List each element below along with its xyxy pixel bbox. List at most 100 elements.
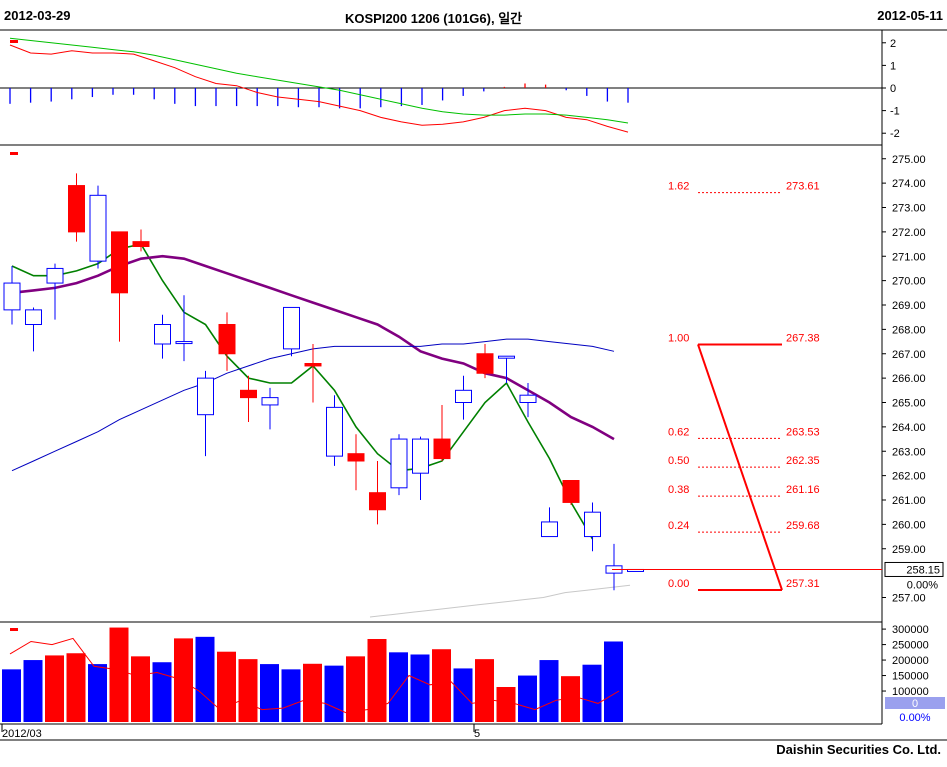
candlestick <box>46 263 64 320</box>
candle-body <box>584 511 601 538</box>
candlestick <box>3 266 21 325</box>
last-price-change: 0.00% <box>907 579 938 591</box>
y-tick-label: 264.00 <box>892 422 926 434</box>
candle-body <box>369 492 386 511</box>
candle-body <box>240 389 257 399</box>
fibonacci-ratio-label: 0.62 <box>668 426 689 438</box>
y-tick-label: 250000 <box>892 640 929 652</box>
end-date: 2012-05-11 <box>877 8 943 23</box>
volume-bar <box>195 636 215 722</box>
y-tick-label: 263.00 <box>892 446 926 458</box>
candlestick <box>562 480 580 505</box>
volume-bar <box>432 649 451 722</box>
candlestick <box>326 395 343 466</box>
candle-body <box>541 521 558 538</box>
candle-body <box>498 355 515 359</box>
volume-last-value: 0 <box>912 698 918 710</box>
volume-last-box <box>885 697 945 709</box>
volume-bar <box>389 652 408 722</box>
x-tick-label: 5 <box>474 728 480 740</box>
candle-body <box>562 480 580 503</box>
candle-body <box>347 453 365 462</box>
y-tick-label: 260.00 <box>892 519 926 531</box>
candlestick <box>476 344 494 379</box>
candlestick <box>584 502 601 552</box>
candle-body <box>433 438 451 460</box>
y-tick-label: -1 <box>890 106 900 118</box>
oscillator-line <box>9 37 629 124</box>
candlestick <box>283 306 300 357</box>
fibonacci-price-label: 261.16 <box>786 484 820 496</box>
chart-title: KOSPI200 1206 (101G6), 일간 <box>345 11 523 26</box>
volume-average-line <box>9 637 620 714</box>
y-tick-label: 270.00 <box>892 276 926 288</box>
moving-average-line <box>369 584 631 618</box>
y-tick-label: 262.00 <box>892 471 926 483</box>
fibonacci-ratio-label: 1.00 <box>668 332 689 344</box>
volume-bar <box>174 638 193 722</box>
fibonacci-ratio-label: 0.38 <box>668 484 689 496</box>
candlestick <box>111 231 128 342</box>
candle-body <box>46 267 64 284</box>
volume-bar <box>582 664 602 722</box>
y-tick-label: 265.00 <box>892 398 926 410</box>
volume-bar <box>561 676 580 722</box>
y-tick-label: 100000 <box>892 686 929 698</box>
fibonacci-trend-line <box>697 344 783 591</box>
fibonacci-price-label: 257.31 <box>786 578 820 590</box>
x-tick-label: 2012/03 <box>2 728 42 740</box>
candlestick <box>197 370 214 457</box>
start-date: 2012-03-29 <box>4 8 71 23</box>
volume-bar <box>496 687 516 722</box>
candlestick <box>304 344 322 403</box>
last-price-box <box>884 561 944 577</box>
candle-body <box>68 185 85 233</box>
brand-footer: Daishin Securities Co. Ltd. <box>776 742 941 757</box>
candle-body <box>89 194 107 262</box>
candlestick <box>25 307 42 352</box>
candlestick <box>132 229 150 252</box>
fibonacci-ratio-label: 1.62 <box>668 181 689 193</box>
candlestick <box>541 507 558 538</box>
candle-body <box>326 406 343 457</box>
fibonacci-price-label: 259.68 <box>786 520 820 532</box>
y-tick-label: 300000 <box>892 624 929 636</box>
oscillator-line <box>9 44 629 133</box>
candlestick <box>433 404 451 461</box>
candle-body <box>3 282 21 311</box>
candle-body <box>261 397 279 406</box>
volume-bar <box>453 668 473 722</box>
y-tick-label: 272.00 <box>892 227 926 239</box>
volume-bar <box>109 627 129 722</box>
fibonacci-ratio-label: 0.24 <box>668 520 689 532</box>
candlestick <box>261 387 279 430</box>
volume-bar <box>324 665 344 722</box>
y-tick-label: 0 <box>890 83 896 95</box>
candlestick <box>498 355 515 383</box>
volume-bar <box>152 662 172 722</box>
fibonacci-price-label: 267.38 <box>786 332 820 344</box>
y-tick-label: 271.00 <box>892 251 926 263</box>
candlestick <box>455 375 472 420</box>
candle-body <box>111 231 128 294</box>
volume-bar <box>539 660 559 722</box>
volume-bar <box>518 675 537 722</box>
fibonacci-price-label: 273.61 <box>786 181 820 193</box>
series-marker <box>10 628 18 631</box>
candle-body <box>132 241 150 247</box>
candlestick <box>519 383 537 418</box>
candlestick <box>347 434 365 491</box>
y-tick-label: 150000 <box>892 671 929 683</box>
candlestick <box>89 185 107 269</box>
y-tick-label: 259.00 <box>892 544 926 556</box>
candlestick <box>175 295 193 362</box>
y-tick-label: 268.00 <box>892 324 926 336</box>
y-tick-label: 1 <box>890 60 896 72</box>
y-tick-label: 266.00 <box>892 373 926 385</box>
y-tick-label: 257.00 <box>892 593 926 605</box>
volume-bar <box>410 654 430 722</box>
candle-body <box>476 353 494 374</box>
fibonacci-price-label: 263.53 <box>786 426 820 438</box>
volume-bar <box>23 660 43 722</box>
